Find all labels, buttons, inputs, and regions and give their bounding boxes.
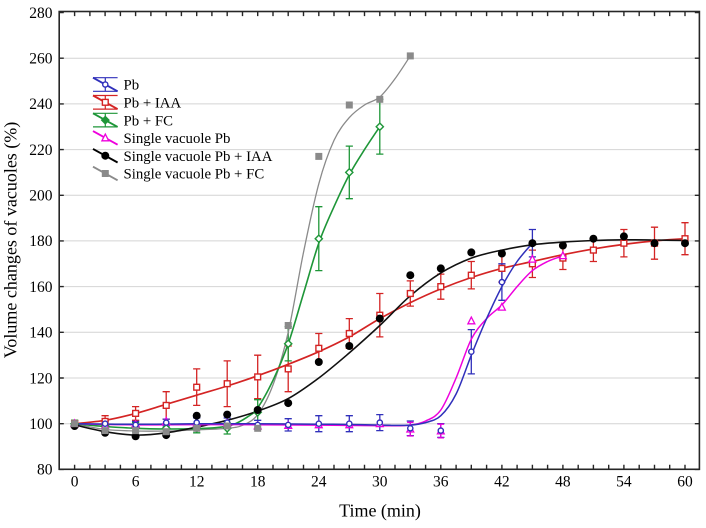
svg-text:260: 260 [29,51,53,68]
svg-text:140: 140 [29,325,53,342]
svg-text:200: 200 [29,188,53,205]
svg-text:60: 60 [677,474,693,491]
svg-text:220: 220 [29,142,53,159]
svg-text:180: 180 [29,233,53,250]
svg-text:280: 280 [29,5,53,22]
svg-text:18: 18 [250,474,266,491]
svg-text:Pb + FC: Pb + FC [124,113,174,129]
svg-text:36: 36 [433,474,449,491]
svg-text:6: 6 [132,474,140,491]
svg-text:Single vacuole Pb: Single vacuole Pb [124,131,231,147]
svg-text:Time (min): Time (min) [339,501,421,522]
svg-text:Pb: Pb [124,78,140,94]
svg-text:Pb + IAA: Pb + IAA [124,96,182,112]
svg-text:48: 48 [555,474,571,491]
svg-text:30: 30 [372,474,388,491]
svg-text:Single vacuole Pb + FC: Single vacuole Pb + FC [124,167,265,183]
svg-text:42: 42 [494,474,510,491]
svg-text:80: 80 [37,462,53,479]
svg-text:24: 24 [311,474,327,491]
svg-text:160: 160 [29,279,53,296]
svg-text:240: 240 [29,96,53,113]
svg-text:54: 54 [616,474,632,491]
svg-text:100: 100 [29,416,53,433]
svg-text:12: 12 [189,474,205,491]
svg-text:120: 120 [29,370,53,387]
svg-text:Single vacuole Pb + IAA: Single vacuole Pb + IAA [124,149,273,165]
svg-text:Volume changes of vacuoles (%): Volume changes of vacuoles (%) [1,122,22,359]
svg-text:0: 0 [71,474,79,491]
